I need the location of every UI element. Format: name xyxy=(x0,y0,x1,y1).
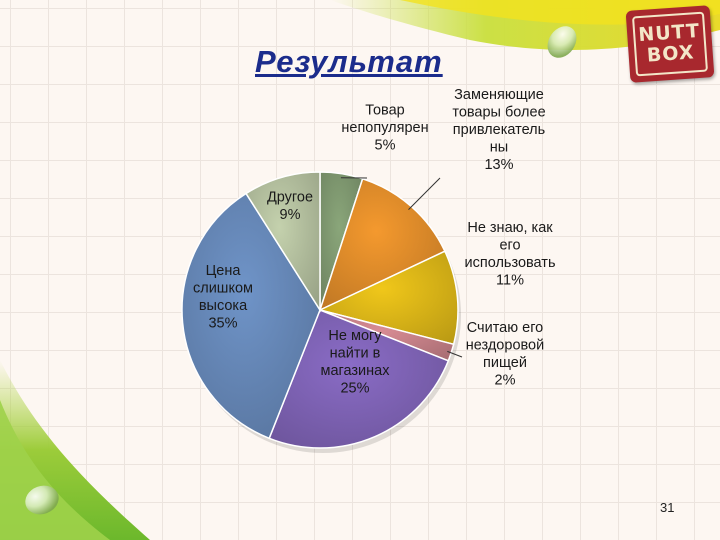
slice-label-0: Товар непопулярен 5% xyxy=(341,103,428,154)
slice-category-label: магазинах xyxy=(321,363,391,379)
slice-label-3: Считаю его нездоровой пищей 2% xyxy=(466,320,544,389)
slice-category-label: Другое xyxy=(267,189,313,205)
slice-category-label: Товар xyxy=(365,103,404,119)
slice-category-label: Цена xyxy=(206,263,242,279)
slice-label-5: Цена слишком высока 35% xyxy=(193,263,253,332)
slice-category-label: привлекатель xyxy=(453,122,545,138)
slice-label-4: Не могу найти в магазинах 25% xyxy=(321,328,391,397)
slice-category-label: ны xyxy=(490,140,508,156)
slice-value-label: 9% xyxy=(280,207,301,223)
slice-category-label: товары более xyxy=(452,105,545,121)
slice-label-6: Другое 9% xyxy=(267,189,313,223)
pie-slice-6 xyxy=(245,171,321,313)
slice-category-label: Не могу xyxy=(328,328,382,344)
slice-category-label: Считаю его xyxy=(467,320,544,336)
page-number: 31 xyxy=(660,500,675,515)
slice-value-label: 11% xyxy=(496,272,524,288)
slice-value-label: 2% xyxy=(495,372,516,388)
slice-category-label: высока xyxy=(199,298,248,314)
slice-value-label: 25% xyxy=(340,380,369,396)
slide-title: Результат xyxy=(255,44,443,79)
slice-value-label: 13% xyxy=(484,157,513,173)
slice-value-label: 5% xyxy=(375,138,396,154)
water-drop-top xyxy=(547,26,577,58)
pie-slice-2 xyxy=(317,250,459,346)
slice-category-label: Заменяющие xyxy=(454,87,544,103)
slice-label-2: Не знаю, как его использовать 11% xyxy=(465,220,556,288)
slice-category-label: использовать xyxy=(465,255,556,271)
slice-category-label: Не знаю, как xyxy=(467,220,553,236)
slice-category-label: непопулярен xyxy=(341,120,428,136)
slice-category-label: слишком xyxy=(193,280,253,296)
water-drop-bottom xyxy=(25,485,59,515)
slice-category-label: его xyxy=(499,237,520,253)
pie-slice-4 xyxy=(268,309,450,449)
slice-category-label: нездоровой xyxy=(466,337,544,353)
leader-line-1 xyxy=(408,177,441,210)
slice-label-1: Заменяющие товары более привлекатель ны 13% xyxy=(452,87,545,173)
pie-slice-5 xyxy=(181,192,321,440)
leader-line-3 xyxy=(447,350,463,358)
slice-category-label: найти в xyxy=(330,345,381,361)
slice-value-label: 35% xyxy=(208,315,237,331)
slice-category-label: пищей xyxy=(483,355,527,371)
